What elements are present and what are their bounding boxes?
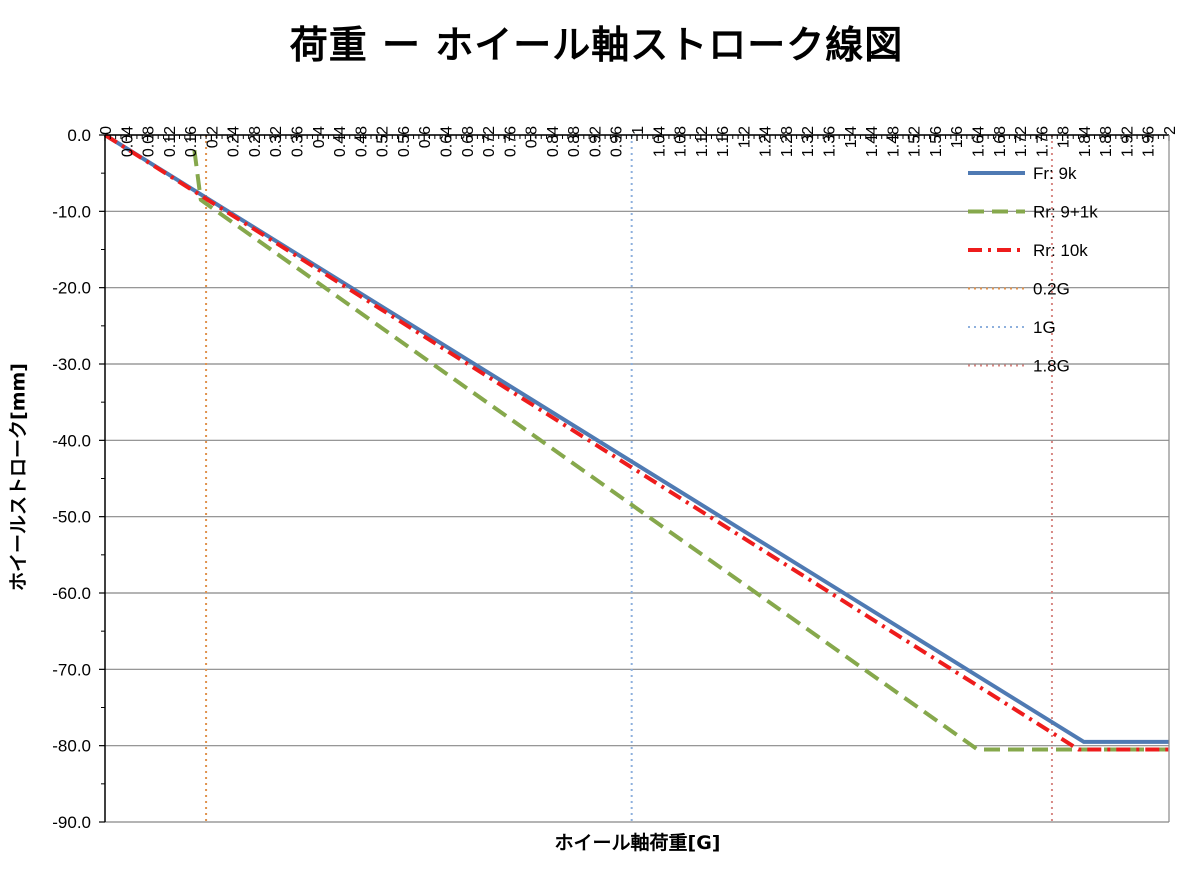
legend-label: Fr: 9k	[1033, 164, 1077, 183]
x-tick-label: 0.16	[183, 126, 200, 157]
x-tick-labels: 0 0.04 0.08 0.12 0.16 0.2 0.24 0.28 0.32 0.36 0.4 0…	[98, 126, 1179, 157]
x-tick-label: 1.92	[1119, 126, 1136, 157]
x-axis-label: ホイール軸荷重[G]	[554, 832, 721, 854]
legend-label: 1.8G	[1033, 357, 1070, 376]
reference-lines	[205, 135, 1053, 822]
x-tick-label: 0.72	[481, 126, 498, 157]
x-tick-label: 0.6	[417, 126, 434, 148]
x-tick-label: 0.76	[502, 126, 519, 157]
x-tick-label: 0.96	[609, 126, 626, 157]
x-tick-label: 0.08	[141, 126, 158, 157]
y-tick-label: -20.0	[52, 279, 91, 298]
y-tick-label: -80.0	[52, 737, 91, 756]
x-tick-label: 2	[1162, 126, 1179, 135]
x-tick-label: 1.72	[1013, 126, 1030, 157]
grid-lines	[105, 134, 1169, 823]
x-tick-label: 1.12	[694, 126, 711, 157]
x-tick-label: 1.36	[822, 126, 839, 157]
x-tick-label: 0.52	[375, 126, 392, 157]
legend-label: Rr: 10k	[1033, 241, 1088, 260]
x-tick-label: 1.96	[1141, 126, 1158, 157]
x-tick-label: 1.56	[928, 126, 945, 157]
x-tick-label: 1.76	[1034, 126, 1051, 157]
y-tick-labels: 0.0 -10.0 -20.0 -30.0 -40.0 -50.0 -60.0 -70.0 -8…	[52, 126, 91, 832]
x-tick-label: 0.44	[332, 126, 349, 157]
y-tick-label: -60.0	[52, 584, 91, 603]
series-line	[103, 133, 1169, 744]
x-tick-label: 0.04	[119, 126, 136, 157]
y-tick-label: -30.0	[52, 355, 91, 374]
x-tick-label: 0.4	[311, 126, 328, 148]
x-tick-label: 1.44	[864, 126, 881, 157]
series-lines	[103, 133, 1169, 752]
x-tick-label: 1.6	[949, 126, 966, 148]
y-tick-label: -10.0	[52, 202, 91, 221]
y-tick-label: -90.0	[52, 813, 91, 832]
x-tick-label: 1.28	[779, 126, 796, 157]
legend: Fr: 9k Rr: 9+1k Rr: 10k 0.2G 1G 1.8G	[968, 164, 1098, 376]
chart-title: 荷重 ー ホイール軸ストローク線図	[289, 23, 904, 67]
x-tick-label: 0.84	[545, 126, 562, 157]
x-tick-label: 0.28	[247, 126, 264, 157]
series-line	[192, 150, 1169, 752]
x-tick-label: 0.32	[268, 126, 285, 157]
legend-label: Rr: 9+1k	[1033, 203, 1098, 222]
x-tick-label: 0.24	[226, 126, 243, 157]
legend-label: 0.2G	[1033, 280, 1070, 299]
x-tick-label: 0.88	[566, 126, 583, 157]
x-tick-label: 1.68	[992, 126, 1009, 157]
x-tick-label: 0.12	[162, 126, 179, 157]
x-tick-label: 1.48	[885, 126, 902, 157]
x-tick-label: 1.52	[907, 126, 924, 157]
y-tick-label: -70.0	[52, 660, 91, 679]
x-tick-label: 0.56	[396, 126, 413, 157]
y-tick-label: -40.0	[52, 431, 91, 450]
x-tick-label: 1.88	[1098, 126, 1115, 157]
legend-label: 1G	[1033, 318, 1056, 337]
x-tick-label: 1.08	[673, 126, 690, 157]
x-tick-label: 1.16	[715, 126, 732, 157]
x-tick-label: 1.24	[758, 126, 775, 157]
x-tick-label: 1.32	[800, 126, 817, 157]
x-tick-label: 0.64	[438, 126, 455, 157]
y-axis-label: ホイールストローク[mm]	[7, 363, 30, 591]
x-tick-label: 1.64	[970, 126, 987, 157]
y-tick-label: -50.0	[52, 508, 91, 527]
x-tick-label: 0	[98, 126, 115, 135]
x-tick-label: 1.84	[1077, 126, 1094, 157]
x-tick-label: 1.4	[843, 126, 860, 148]
x-tick-label: 0.2	[204, 126, 221, 148]
x-tick-label: 1.04	[651, 126, 668, 157]
x-tick-label: 1	[630, 126, 647, 135]
x-tick-label: 0.92	[587, 126, 604, 157]
x-tick-label: 1.2	[736, 126, 753, 148]
x-tick-label: 0.48	[353, 126, 370, 157]
x-tick-label: 1.8	[1056, 126, 1073, 148]
axes	[99, 134, 1170, 823]
series-line	[103, 133, 1169, 752]
x-tick-label: 0.68	[460, 126, 477, 157]
x-tick-label: 0.8	[524, 126, 541, 148]
x-tick-label: 0.36	[290, 126, 307, 157]
y-tick-label: 0.0	[67, 126, 91, 145]
